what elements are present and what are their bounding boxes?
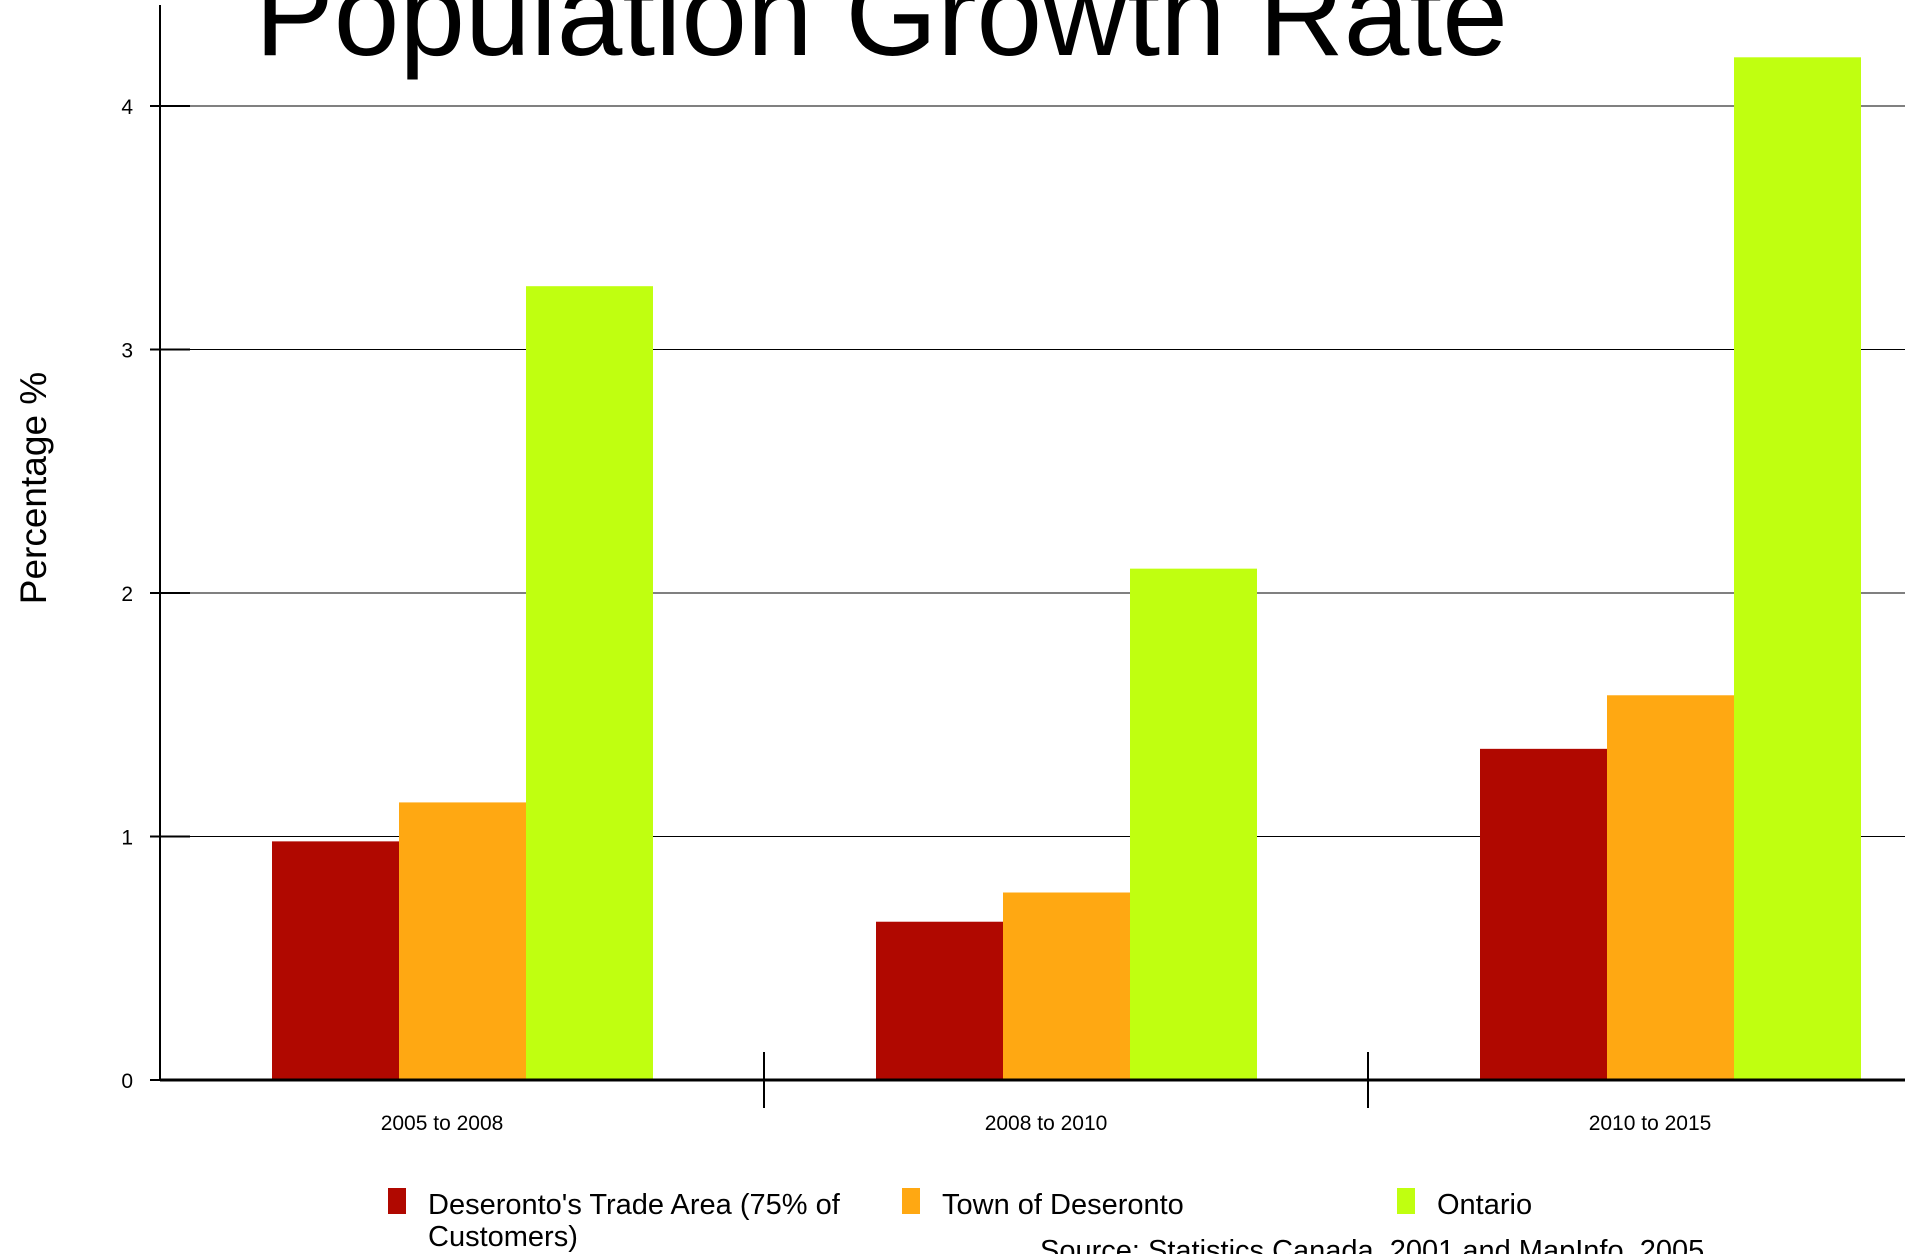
bar [526, 286, 653, 1080]
source-note: Source: Statistics Canada, 2001 and MapI… [1040, 1235, 1704, 1254]
bars [272, 57, 1861, 1081]
y-tick-label: 2 [121, 583, 133, 606]
x-tick-label: 2008 to 2010 [985, 1112, 1108, 1135]
legend-label: Ontario [1437, 1189, 1532, 1221]
y-axis-ticks: 0 1 2 3 4 [121, 96, 190, 1093]
bar [1003, 892, 1130, 1080]
legend-swatch [902, 1188, 920, 1214]
bar [1607, 695, 1734, 1080]
x-tick-label: 2010 to 2015 [1589, 1112, 1712, 1135]
y-tick-label: 4 [121, 96, 133, 119]
x-tick-label: 2005 to 2008 [381, 1112, 504, 1135]
bar [876, 921, 1003, 1080]
legend-label: Town of Deseronto [942, 1189, 1184, 1221]
legend-swatch [388, 1188, 406, 1214]
legend-item: Ontario [1397, 1188, 1532, 1221]
legend: Deseronto's Trade Area (75% ofCustomers)… [388, 1188, 1532, 1253]
y-tick-label: 3 [121, 340, 133, 363]
bar [399, 802, 526, 1080]
y-axis-label: Percentage % [13, 372, 54, 604]
y-tick-label: 1 [121, 827, 133, 850]
legend-label: Deseronto's Trade Area (75% of [428, 1189, 841, 1221]
bar [272, 841, 399, 1080]
axes [159, 5, 1905, 1108]
y-tick-label: 0 [121, 1070, 133, 1093]
chart-title: Population Growth Rate [255, 0, 1508, 81]
bar [1734, 57, 1861, 1081]
legend-item: Town of Deseronto [902, 1188, 1184, 1221]
x-axis-ticks: 2005 to 2008 2008 to 2010 2010 to 2015 [381, 1112, 1712, 1135]
bar [1480, 748, 1607, 1080]
bar [1130, 568, 1257, 1080]
legend-swatch [1397, 1188, 1415, 1214]
legend-label: Customers) [428, 1221, 578, 1253]
